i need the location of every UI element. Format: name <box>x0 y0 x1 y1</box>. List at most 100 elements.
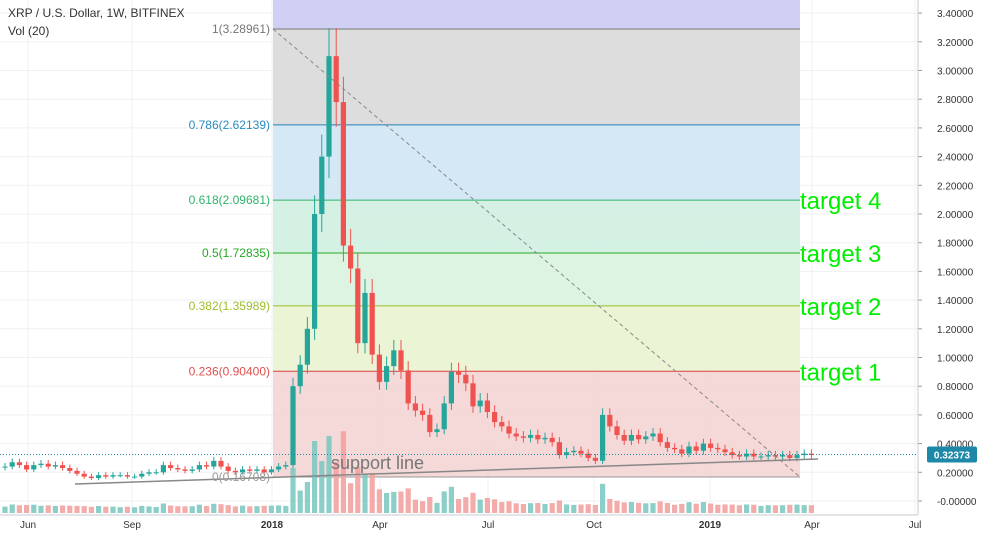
volume-bar <box>60 505 66 513</box>
candle-body <box>650 433 656 437</box>
candle-body <box>470 383 476 407</box>
candle-body <box>326 56 332 157</box>
volume-bar <box>2 506 8 513</box>
y-tick-label: 1.20000 <box>937 325 974 336</box>
candle-body <box>787 455 793 458</box>
candle-body <box>240 469 246 473</box>
volume-bar <box>700 502 706 513</box>
volume-bar <box>88 506 94 513</box>
candle-body <box>276 466 282 470</box>
volume-bar <box>607 499 613 513</box>
candle-body <box>700 443 706 451</box>
volume-bar <box>211 503 217 513</box>
candle-body <box>2 466 8 468</box>
volume-bar <box>333 462 339 513</box>
volume-bar <box>751 504 757 513</box>
volume-bar <box>52 505 58 513</box>
candle-body <box>643 436 649 440</box>
volume-bar <box>175 506 181 513</box>
y-tick-label: 0.60000 <box>937 411 974 422</box>
candle-body <box>420 410 426 415</box>
volume-bar <box>715 504 721 513</box>
volume-bar <box>355 466 361 513</box>
volume-bar <box>772 505 778 513</box>
x-tick-label: Jul <box>482 520 495 531</box>
volume-bar <box>765 505 771 513</box>
volume-bar <box>614 500 620 513</box>
volume-bar <box>592 505 598 513</box>
volume-bar <box>225 505 231 513</box>
candle-body <box>247 469 253 471</box>
volume-bar <box>787 504 793 513</box>
volume-bar <box>326 436 332 513</box>
volume-bar <box>470 492 476 513</box>
y-tick-label: 0.80000 <box>937 382 974 393</box>
candle-body <box>664 442 670 448</box>
y-tick-label: 1.00000 <box>937 354 974 365</box>
volume-bar <box>16 505 22 513</box>
volume-bar <box>434 502 440 513</box>
candle-body <box>168 465 174 468</box>
volume-bar <box>31 504 37 513</box>
y-tick-label: 3.40000 <box>937 9 974 20</box>
x-tick-label: Jul <box>909 520 922 531</box>
fib-band <box>273 28 800 125</box>
candle-body <box>16 462 22 466</box>
candle-body <box>398 350 404 371</box>
candle-body <box>232 470 238 473</box>
candle-body <box>384 366 390 382</box>
volume-bar <box>283 505 289 513</box>
volume-bar <box>304 482 310 513</box>
candle-body <box>578 450 584 454</box>
fib-band <box>273 200 800 253</box>
candle-body <box>542 437 548 440</box>
candle-body <box>549 437 555 443</box>
volume-bar <box>182 506 188 513</box>
candles <box>2 28 814 481</box>
candle-body <box>268 469 274 473</box>
candle-body <box>362 292 368 344</box>
volume-bar <box>600 483 606 513</box>
volume-bar <box>808 505 814 513</box>
volume-bar <box>499 502 505 513</box>
volume-bar <box>168 505 174 513</box>
volume-bar <box>535 502 541 513</box>
volume-bar <box>240 505 246 513</box>
volume-bar <box>477 499 483 513</box>
volume-bar <box>571 504 577 513</box>
volume-bar <box>153 507 159 513</box>
volume-bar <box>672 504 678 513</box>
candle-body <box>600 414 606 461</box>
candle-body <box>117 475 123 477</box>
candle-body <box>319 156 325 214</box>
candle-body <box>758 456 764 458</box>
volume-bar <box>513 503 519 513</box>
y-tick-label: 2.40000 <box>937 153 974 164</box>
volume-bar <box>268 505 274 513</box>
volume-bar <box>297 490 303 513</box>
volume-bar <box>729 504 735 513</box>
y-tick-label: 2.80000 <box>937 95 974 106</box>
candle-body <box>38 463 44 466</box>
candle-body <box>765 455 771 457</box>
volume-bar <box>693 503 699 513</box>
candle-body <box>427 414 433 433</box>
fib-band <box>273 0 800 29</box>
volume-bar <box>103 506 109 513</box>
candle-body <box>484 400 490 413</box>
candle-body <box>708 443 714 448</box>
y-tick-label: 0.40000 <box>937 440 974 451</box>
volume-bar <box>420 501 426 513</box>
volume-bar <box>110 506 116 513</box>
support-line-label: support line <box>331 453 424 473</box>
candle-body <box>571 450 577 453</box>
candle-body <box>477 400 483 407</box>
candle-body <box>196 465 202 470</box>
volume-bar <box>463 497 469 513</box>
volume-bar <box>708 503 714 513</box>
candle-body <box>297 364 303 387</box>
y-tick-label: 1.60000 <box>937 267 974 278</box>
volume-bar <box>139 505 145 513</box>
